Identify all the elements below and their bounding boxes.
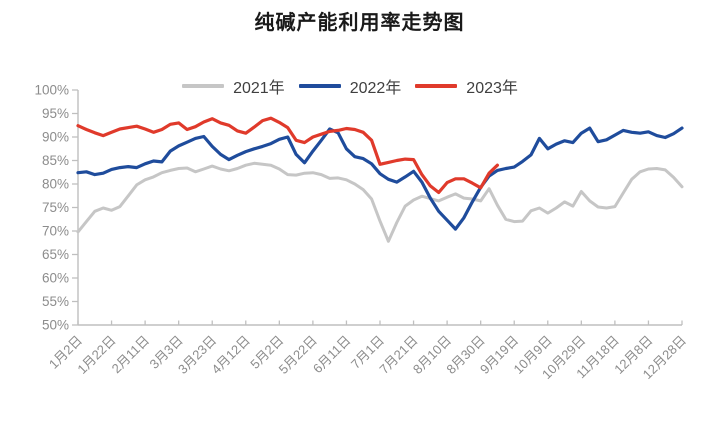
y-axis-label: 70% — [42, 224, 69, 239]
chart-title: 纯碱产能利用率走势图 — [254, 12, 465, 34]
y-axis-label: 50% — [42, 318, 69, 333]
series-line-2022 — [76, 126, 684, 231]
legend-item-2022: 2022年 — [298, 74, 402, 98]
y-axis-label: 75% — [42, 200, 69, 215]
legend-item-2023: 2023年 — [415, 74, 518, 98]
series-line-2021 — [76, 161, 684, 243]
y-axis-label: 60% — [42, 271, 69, 286]
legend-swatch-2022 — [298, 84, 341, 88]
legend-label: 2021年 — [233, 80, 285, 97]
y-axis-label: 55% — [42, 294, 69, 309]
chart-legend: 2021年 2022年 2023年 — [0, 74, 700, 98]
y-axis-label: 65% — [42, 247, 69, 262]
legend-swatch-2021 — [182, 84, 225, 88]
y-axis-label: 100% — [34, 83, 69, 98]
y-axis-label: 80% — [42, 177, 69, 192]
legend-label: 2023年 — [466, 80, 518, 97]
series-line-2023 — [76, 116, 499, 195]
legend-label: 2022年 — [349, 80, 402, 97]
y-axis-label: 90% — [42, 130, 69, 145]
y-axis-label: 95% — [42, 106, 69, 121]
legend-item-2021: 2021年 — [182, 74, 285, 98]
legend-swatch-2023 — [415, 84, 458, 88]
y-axis-label: 85% — [42, 153, 69, 168]
x-axis-label: 6月11日 — [310, 333, 354, 377]
x-axis-label: 2月11日 — [109, 333, 153, 377]
